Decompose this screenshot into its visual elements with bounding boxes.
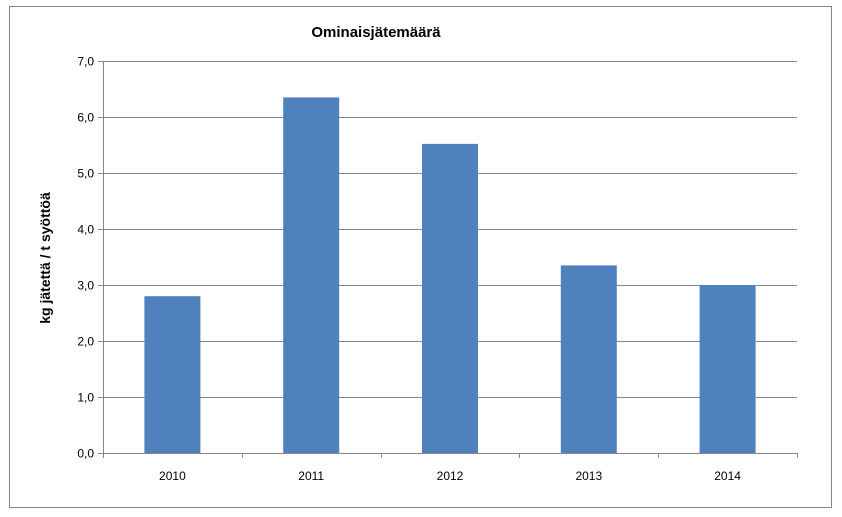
bar bbox=[144, 296, 201, 453]
bar bbox=[422, 143, 478, 453]
bar bbox=[699, 285, 756, 453]
y-tick-label: 0,0 bbox=[77, 447, 94, 461]
y-tick-label: 4,0 bbox=[77, 223, 94, 237]
y-tick-label: 7,0 bbox=[77, 55, 94, 69]
bar bbox=[560, 265, 617, 453]
y-tick-label: 2,0 bbox=[77, 335, 94, 349]
x-tick-label: 2012 bbox=[437, 469, 464, 483]
y-tick-label: 1,0 bbox=[77, 391, 94, 405]
x-tick-labels: 2010 2011 2012 2013 2014 bbox=[159, 469, 741, 483]
bar bbox=[283, 97, 340, 454]
x-tick-label: 2013 bbox=[575, 469, 602, 483]
x-tick-label: 2014 bbox=[714, 469, 741, 483]
y-tick-label: 5,0 bbox=[77, 167, 94, 181]
y-axis-title: kg jätettä / t syöttöä bbox=[37, 192, 53, 324]
y-tick-labels: 0,0 1,0 2,0 3,0 4,0 5,0 6,0 7,0 bbox=[77, 55, 94, 461]
y-tick-label: 6,0 bbox=[77, 111, 94, 125]
chart-title: Ominaisjätemäärä bbox=[311, 24, 441, 41]
axes bbox=[98, 61, 798, 458]
bars bbox=[144, 97, 756, 454]
x-tick-label: 2010 bbox=[159, 469, 186, 483]
y-tick-label: 3,0 bbox=[77, 279, 94, 293]
x-tick-label: 2011 bbox=[298, 469, 324, 483]
